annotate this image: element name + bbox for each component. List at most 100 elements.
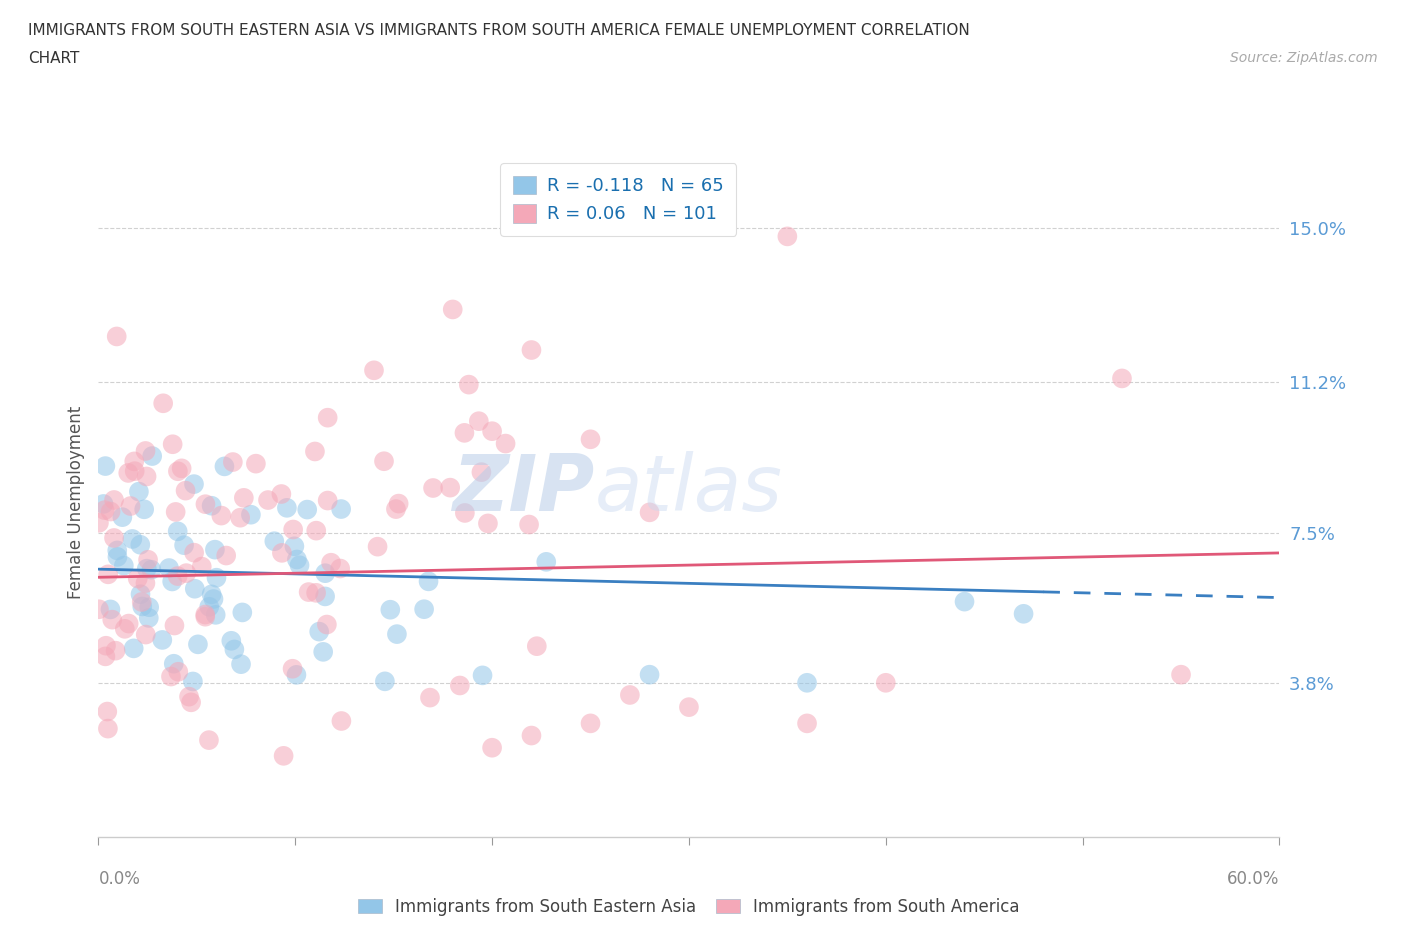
Point xyxy=(422,481,444,496)
Point xyxy=(239,507,262,522)
Point xyxy=(127,571,149,586)
Point xyxy=(141,563,163,578)
Point xyxy=(457,378,479,392)
Point xyxy=(263,534,285,549)
Point xyxy=(112,558,135,573)
Point xyxy=(166,568,188,583)
Point xyxy=(329,561,352,576)
Point xyxy=(471,668,494,683)
Y-axis label: Female Unemployment: Female Unemployment xyxy=(66,405,84,599)
Point xyxy=(285,668,308,683)
Point xyxy=(173,538,195,552)
Point xyxy=(477,516,499,531)
Point xyxy=(200,498,222,513)
Point xyxy=(330,501,353,516)
Point xyxy=(319,555,342,570)
Point xyxy=(315,618,337,632)
Point xyxy=(174,484,197,498)
Point xyxy=(209,508,232,523)
Point xyxy=(245,457,267,472)
Point xyxy=(104,644,127,658)
Point xyxy=(107,550,129,565)
Point xyxy=(176,565,198,580)
Point xyxy=(198,599,221,614)
Text: 0.0%: 0.0% xyxy=(98,870,141,887)
Point xyxy=(93,497,115,512)
Point xyxy=(134,444,156,458)
Point xyxy=(177,689,200,704)
Point xyxy=(470,465,492,480)
Point xyxy=(94,458,117,473)
Point xyxy=(198,733,221,748)
Point xyxy=(170,461,193,476)
Point xyxy=(875,675,897,690)
Point xyxy=(160,574,183,589)
Point xyxy=(94,649,117,664)
Point xyxy=(273,749,295,764)
Point xyxy=(136,552,159,567)
Point xyxy=(202,591,225,606)
Point xyxy=(120,498,142,513)
Point xyxy=(481,740,503,755)
Point xyxy=(579,432,602,446)
Text: CHART: CHART xyxy=(28,51,80,66)
Point xyxy=(187,637,209,652)
Point xyxy=(453,425,475,440)
Point xyxy=(776,229,799,244)
Point xyxy=(520,342,543,357)
Point xyxy=(150,632,173,647)
Point xyxy=(796,716,818,731)
Point xyxy=(305,585,328,600)
Point xyxy=(367,539,389,554)
Point xyxy=(135,561,157,576)
Point xyxy=(183,545,205,560)
Point xyxy=(526,639,548,654)
Point xyxy=(138,600,160,615)
Point xyxy=(87,602,110,617)
Point xyxy=(167,464,190,479)
Point xyxy=(229,657,252,671)
Point xyxy=(103,493,125,508)
Point xyxy=(135,469,157,484)
Point xyxy=(166,524,188,538)
Point xyxy=(495,436,517,451)
Point xyxy=(330,713,353,728)
Point xyxy=(224,642,246,657)
Point xyxy=(124,464,146,479)
Point xyxy=(520,728,543,743)
Point xyxy=(129,538,152,552)
Point xyxy=(100,504,122,519)
Text: Source: ZipAtlas.com: Source: ZipAtlas.com xyxy=(1230,51,1378,65)
Point xyxy=(638,505,661,520)
Point xyxy=(257,493,280,508)
Point xyxy=(129,587,152,602)
Point xyxy=(439,480,461,495)
Point xyxy=(1111,371,1133,386)
Point xyxy=(468,414,491,429)
Point xyxy=(449,678,471,693)
Point xyxy=(295,502,318,517)
Point xyxy=(194,607,217,622)
Point xyxy=(141,448,163,463)
Point xyxy=(953,594,976,609)
Point xyxy=(413,602,436,617)
Point xyxy=(204,542,226,557)
Point xyxy=(204,607,226,622)
Point xyxy=(385,501,408,516)
Point xyxy=(281,522,304,537)
Point xyxy=(122,454,145,469)
Point xyxy=(134,576,156,591)
Point xyxy=(316,410,339,425)
Text: IMMIGRANTS FROM SOUTH EASTERN ASIA VS IMMIGRANTS FROM SOUTH AMERICA FEMALE UNEMP: IMMIGRANTS FROM SOUTH EASTERN ASIA VS IM… xyxy=(28,23,970,38)
Point xyxy=(1012,606,1035,621)
Point xyxy=(312,644,335,659)
Point xyxy=(215,548,238,563)
Point xyxy=(118,617,141,631)
Point xyxy=(180,695,202,710)
Point xyxy=(163,657,186,671)
Point xyxy=(232,490,254,505)
Point xyxy=(638,667,661,682)
Point xyxy=(96,704,118,719)
Point xyxy=(93,503,115,518)
Point xyxy=(441,302,464,317)
